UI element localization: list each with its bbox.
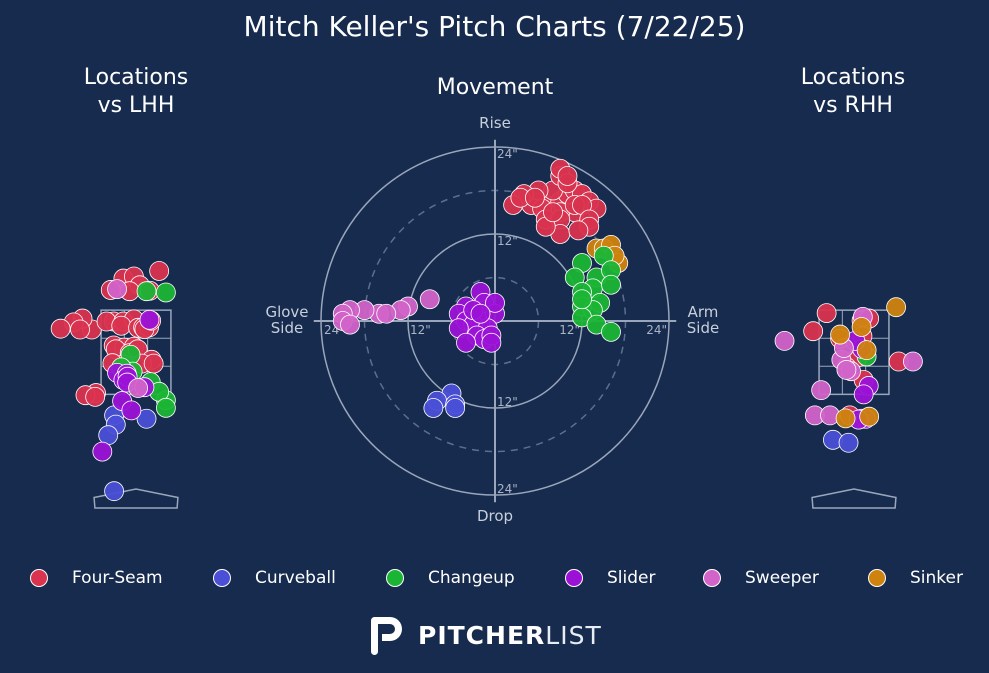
pitch-point-four-seam: [816, 303, 837, 323]
legend-label: Sweeper: [745, 568, 819, 588]
movement-point-slider: [456, 332, 476, 353]
legend-label: Slider: [607, 568, 656, 588]
pitch-points: [50, 261, 176, 502]
pitch-point-sweeper: [107, 279, 127, 300]
movement-point-four-seam: [543, 202, 563, 223]
pitcherlist-logo-icon: [371, 617, 402, 655]
pitch-points: [774, 297, 923, 453]
legend-swatch: [386, 569, 404, 587]
legend-label: Curveball: [255, 568, 336, 588]
pitch-point-curveball: [104, 481, 125, 502]
movement-axis-rise-label: Rise: [479, 114, 511, 132]
panel-title-movement: Movement: [436, 75, 554, 100]
pitch-point-slider: [853, 384, 874, 405]
movement-point-sweeper: [340, 314, 360, 335]
movement-point-curveball: [445, 398, 466, 418]
logo-text-light: LIST: [545, 620, 602, 650]
movement-axis-drop-label: Drop: [476, 507, 514, 525]
movement-ring-label: 12": [559, 323, 580, 337]
movement-panel: 24"12"12"24"24" 12" 12" 24": [313, 139, 677, 503]
pitcherlist-logo: PITCHER LIST: [368, 612, 602, 658]
movement-point-slider: [481, 332, 502, 353]
pitch-point-slider: [121, 400, 142, 421]
movement-point-changeup: [601, 274, 621, 295]
movement-ring-label: 12": [497, 395, 518, 409]
movement-point-slider: [470, 303, 491, 324]
pitch-point-curveball: [136, 408, 157, 429]
pitch-point-sinker: [856, 340, 877, 361]
legend-swatch: [30, 569, 48, 587]
movement-point-slider: [485, 292, 505, 313]
pitch-point-sinker: [851, 317, 872, 337]
pitch-point-four-seam: [143, 353, 164, 374]
pitch-point-sinker: [830, 324, 851, 345]
logo-text-bold: PITCHER: [418, 620, 546, 650]
home-plate: [93, 488, 179, 509]
movement-points: [332, 158, 629, 418]
pitch-point-sinker: [835, 408, 856, 429]
movement-point-four-seam: [524, 187, 545, 208]
rhh-location-panel: [774, 297, 923, 509]
movement-point-changeup: [601, 321, 621, 342]
legend: Four-Seam Curveball Changeup Slider Sweeper S…: [0, 562, 989, 594]
pitch-point-four-seam: [85, 386, 106, 407]
legend-label: Changeup: [428, 568, 515, 588]
movement-ring-label: 24": [497, 147, 518, 161]
movement-point-changeup: [572, 289, 592, 310]
legend-item-curveball: Curveball: [213, 562, 336, 594]
pitch-point-four-seam: [149, 261, 170, 281]
pitch-point-changeup: [155, 282, 176, 303]
pitch-charts-plot: 24"12"12"24"24" 12" 12" 24": [50, 139, 923, 509]
legend-item-four-seam: Four-Seam: [30, 562, 163, 594]
legend-item-changeup: Changeup: [386, 562, 515, 594]
pitch-point-sweeper: [811, 380, 832, 401]
legend-item-slider: Slider: [565, 562, 655, 594]
movement-ring-label: 12": [497, 234, 518, 248]
movement-point-curveball: [423, 398, 444, 418]
movement-axis-glove-side-label: Glove Side: [265, 303, 309, 337]
pitch-point-changeup: [155, 397, 176, 418]
chart-title: Mitch Keller's Pitch Charts (7/22/25): [243, 10, 746, 43]
movement-point-sweeper: [419, 289, 440, 310]
legend-item-sweeper: Sweeper: [703, 562, 819, 594]
movement-ring-label: 12": [410, 323, 431, 337]
pitch-point-four-seam: [111, 315, 132, 336]
legend-swatch: [703, 569, 721, 587]
pitch-point-sweeper: [836, 360, 857, 380]
pitch-point-sweeper: [128, 378, 149, 398]
legend-label: Sinker: [910, 568, 963, 588]
movement-ring-label: 24": [497, 482, 518, 496]
pitch-point-changeup: [136, 281, 157, 302]
movement-point-four-seam: [568, 220, 589, 241]
movement-point-sweeper: [376, 303, 397, 324]
legend-swatch: [213, 569, 231, 587]
movement-ring-label: 24": [646, 323, 667, 337]
pitch-point-slider: [92, 441, 113, 462]
legend-swatch: [565, 569, 583, 587]
panel-title-rhh: Locations vs RHH: [800, 65, 906, 118]
legend-swatch: [868, 569, 886, 587]
pitch-point-slider: [139, 309, 160, 330]
movement-axis-arm-side-label: Arm Side: [686, 303, 720, 337]
lhh-location-panel: [50, 261, 179, 509]
movement-point-four-seam: [557, 166, 578, 186]
pitch-point-sinker: [859, 406, 880, 427]
legend-item-sinker: Sinker: [868, 562, 963, 594]
pitch-point-four-seam: [50, 318, 71, 339]
home-plate: [811, 488, 897, 509]
legend-label: Four-Seam: [72, 568, 163, 588]
pitch-point-sweeper: [903, 351, 923, 372]
pitch-point-four-seam: [70, 319, 90, 340]
pitch-point-curveball: [838, 432, 859, 453]
pitch-point-four-seam: [803, 321, 824, 342]
pitch-point-sinker: [886, 297, 906, 318]
pitch-point-sweeper: [774, 330, 795, 351]
panel-title-lhh: Locations vs LHH: [83, 65, 189, 118]
